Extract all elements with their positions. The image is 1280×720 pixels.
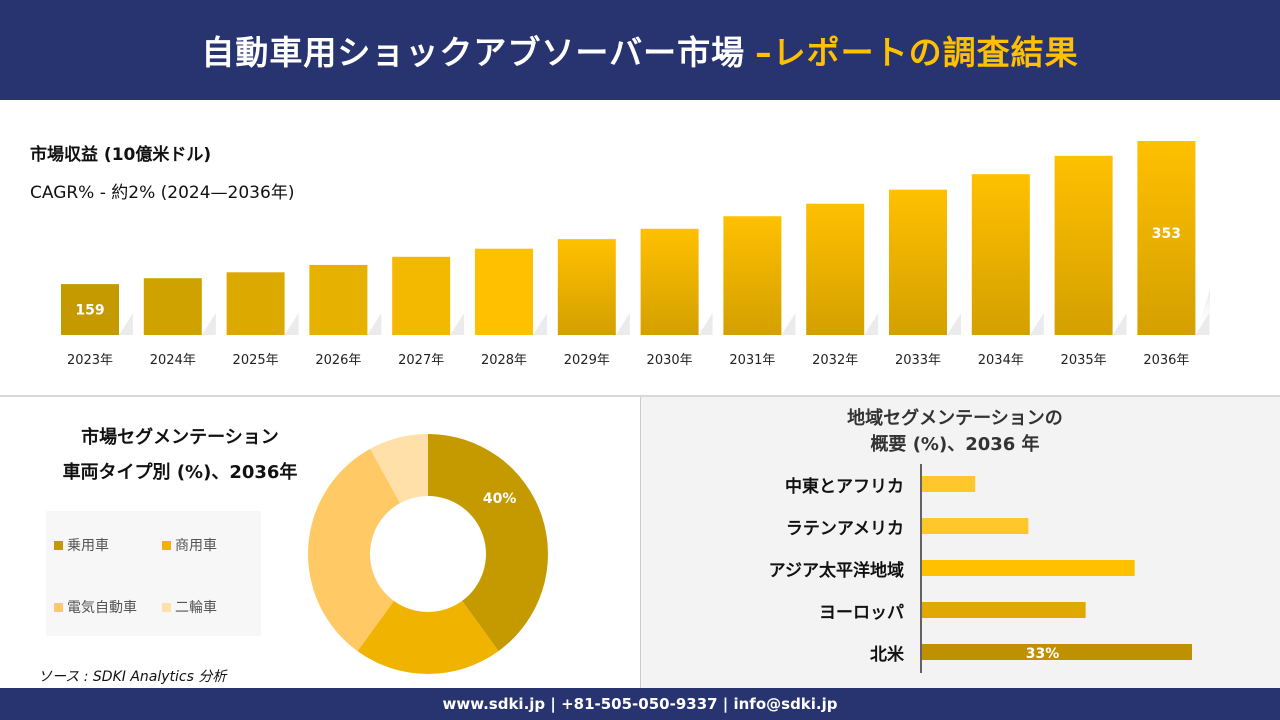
x-tick-label: 2030年 — [647, 353, 693, 368]
vehicle-segment-title-2: 車両タイプ別 (%)、2036年 — [62, 462, 298, 483]
legend-item: 二輪車 — [162, 597, 217, 617]
legend-swatch — [162, 602, 171, 612]
legend-swatch — [162, 540, 171, 550]
bar-2034年 — [971, 174, 1030, 335]
bar-shadow — [367, 313, 382, 335]
donut-legend: 乗用車 商用車 電気自動車 二輪車 — [46, 511, 261, 636]
x-tick-label: 2023年 — [67, 353, 113, 368]
region-bar-ヨーロッパ — [922, 602, 1086, 618]
donut-slice-電気自動車 — [307, 448, 401, 652]
legend-label: 商用車 — [175, 538, 217, 554]
region-bar-北米 — [922, 644, 1192, 660]
region-label: ラテンアメリカ — [785, 519, 904, 539]
region-label: 中東とアフリカ — [785, 477, 904, 497]
bar-shadow — [1112, 313, 1127, 335]
legend-item: 電気自動車 — [54, 597, 137, 617]
legend-swatch — [54, 602, 63, 612]
x-tick-label: 2033年 — [895, 353, 941, 368]
bar-2025年 — [226, 272, 285, 335]
legend-label: 乗用車 — [67, 538, 109, 554]
bar-2033年 — [889, 189, 947, 335]
x-tick-label: 2028年 — [481, 353, 527, 368]
cagr-label: CAGR% - 約2% (2024—2036年) — [30, 183, 295, 203]
revenue-label: 市場収益 (10億米ドル) — [30, 145, 212, 165]
x-tick-label: 2029年 — [564, 353, 610, 368]
x-tick-label: 2034年 — [978, 353, 1024, 368]
source-note: ソース : SDKI Analytics 分析 — [38, 669, 227, 685]
region-label: アジア太平洋地域 — [768, 561, 904, 581]
bar-shadow — [201, 313, 216, 335]
bar-data-label: 353 — [1152, 226, 1181, 242]
legend-item: 乗用車 — [54, 535, 109, 555]
donut-slice-乗用車 — [428, 434, 548, 652]
x-tick-label: 2025年 — [233, 353, 279, 368]
x-tick-label: 2024年 — [150, 353, 196, 368]
bar-shadow — [864, 313, 879, 335]
bar-shadow — [533, 313, 547, 335]
region-bar-アジア太平洋地域 — [922, 560, 1135, 576]
bar-2030年 — [640, 228, 699, 335]
bar-shadow — [284, 313, 299, 335]
header-banner: 自動車用ショックアブソーバー市場 –レポートの調査結果 — [0, 0, 1280, 100]
region-bar-中東とアフリカ — [922, 476, 976, 492]
region-label: ヨーロッパ — [819, 603, 904, 623]
donut-slice-二輪車 — [370, 434, 428, 504]
bar-2024年 — [143, 278, 202, 335]
region-title-1: 地域セグメンテーションの — [847, 408, 1063, 429]
bar-2026年 — [309, 264, 368, 335]
legend-swatch — [54, 540, 63, 550]
bar-shadow — [781, 313, 796, 335]
bar-2031年 — [723, 216, 782, 335]
bar-2028年 — [475, 248, 533, 335]
legend-label: 電気自動車 — [67, 600, 137, 616]
x-tick-label: 2031年 — [729, 353, 775, 368]
region-bar-ラテンアメリカ — [922, 518, 1029, 534]
donut-data-label: 40% — [483, 491, 517, 507]
page-title-accent: –レポートの調査結果 — [755, 33, 1079, 72]
vehicle-segment-title-1: 市場セグメンテーション — [81, 427, 279, 448]
bar-shadow — [1029, 313, 1044, 335]
page-title: 自動車用ショックアブソーバー市場 — [201, 33, 746, 72]
donut-slice-商用車 — [357, 600, 499, 674]
bar-shadow — [1195, 313, 1210, 335]
x-tick-label: 2027年 — [398, 353, 444, 368]
legend-item: 商用車 — [162, 535, 217, 555]
bar-2035年 — [1054, 155, 1113, 335]
bar-shadow — [450, 313, 465, 335]
bar-shadow — [615, 313, 630, 335]
x-tick-label: 2032年 — [812, 353, 858, 368]
footer-contact: www.sdki.jp | +81-505-050-9337 | info@sd… — [0, 688, 1280, 720]
bar-2036年 — [1137, 141, 1196, 335]
section-divider — [0, 395, 1280, 397]
region-data-label: 33% — [1026, 646, 1060, 662]
region-panel — [640, 397, 1280, 688]
bar-shadow — [698, 313, 713, 335]
bar-2032年 — [806, 203, 865, 335]
region-title-2: 概要 (%)、2036 年 — [870, 434, 1040, 455]
legend-label: 二輪車 — [175, 600, 217, 616]
bar-2029年 — [557, 239, 616, 335]
bar-2023年 — [61, 284, 119, 335]
x-tick-label: 2035年 — [1061, 353, 1107, 368]
bar-2027年 — [392, 256, 451, 335]
x-tick-label: 2036年 — [1143, 353, 1189, 368]
x-tick-label: 2026年 — [315, 353, 361, 368]
bar-data-label: 159 — [75, 303, 104, 319]
bar-shadow — [947, 313, 961, 335]
region-label: 北米 — [870, 645, 904, 665]
bar-shadow — [119, 313, 133, 335]
